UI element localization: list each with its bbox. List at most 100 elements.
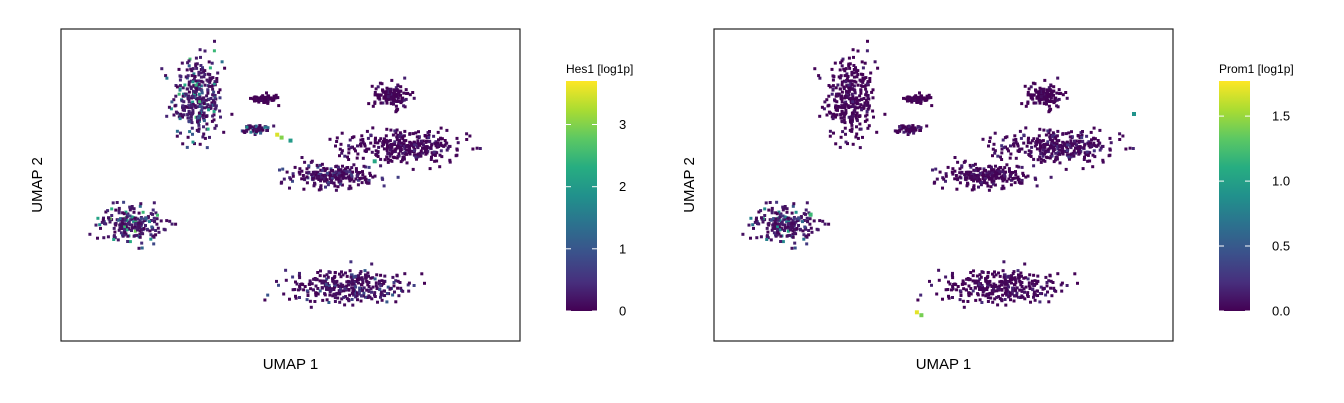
cell-point	[259, 131, 263, 135]
cell-point	[329, 173, 333, 177]
cell-point	[1076, 281, 1079, 285]
cell-point	[278, 168, 281, 172]
cell-point	[1026, 93, 1030, 97]
cell-point	[1007, 149, 1010, 153]
cell-point	[844, 80, 848, 84]
cell-point	[104, 210, 108, 214]
cell-point	[339, 287, 342, 291]
cell-point	[774, 211, 778, 215]
cell-point	[1024, 175, 1028, 179]
cell-point	[134, 219, 138, 222]
cell-point	[1054, 158, 1057, 162]
cell-point	[987, 144, 990, 148]
cell-point	[1032, 290, 1036, 294]
cell-point	[360, 134, 364, 138]
cell-point	[339, 275, 343, 279]
cell-point	[908, 130, 911, 134]
cell-point	[969, 165, 973, 169]
cell-point	[1062, 141, 1066, 145]
cell-point	[358, 177, 362, 180]
cell-point	[902, 130, 906, 134]
cell-point	[906, 98, 910, 102]
cell-point	[838, 68, 842, 72]
cell-point	[393, 150, 397, 154]
cell-point	[102, 220, 106, 224]
cell-point	[850, 87, 854, 91]
cell-point	[986, 296, 990, 300]
cell-point	[856, 83, 860, 87]
cell-point	[848, 105, 852, 109]
cell-point	[965, 184, 969, 188]
cell-point	[1050, 154, 1054, 158]
cell-point	[353, 279, 357, 283]
cell-point	[352, 179, 356, 183]
cell-point	[350, 177, 354, 181]
cell-point	[367, 181, 371, 185]
cell-point	[978, 298, 982, 302]
cell-point	[1003, 291, 1007, 295]
cell-point	[396, 99, 399, 103]
cell-point	[363, 142, 366, 146]
cell-point	[1029, 141, 1033, 145]
cell-point	[1011, 272, 1015, 275]
cell-point	[1054, 151, 1058, 155]
cell-point	[182, 100, 186, 104]
cell-point	[980, 181, 984, 185]
cell-point	[919, 129, 922, 132]
cell-point	[375, 273, 379, 277]
cell-point	[402, 98, 406, 102]
cell-point	[997, 176, 1001, 180]
cell-point	[990, 176, 994, 180]
cell-point	[863, 101, 867, 105]
cell-point	[925, 124, 929, 128]
cell-point	[972, 172, 976, 176]
cell-point	[319, 184, 323, 188]
cell-point	[1060, 289, 1064, 293]
cell-point	[832, 131, 835, 135]
cell-point	[793, 231, 796, 235]
cell-point	[200, 101, 204, 105]
cell-point	[168, 219, 172, 223]
cell-point	[139, 222, 142, 226]
cell-point	[766, 236, 770, 240]
cell-point	[864, 114, 868, 118]
cell-point	[1028, 93, 1032, 97]
cell-point	[325, 167, 329, 171]
cell-point	[867, 106, 871, 110]
cell-point	[1041, 139, 1045, 143]
cell-point	[1039, 87, 1043, 91]
cell-point	[175, 85, 179, 89]
cell-point	[323, 293, 327, 297]
cell-point	[183, 108, 186, 112]
cell-point	[121, 222, 125, 226]
cell-point	[797, 216, 801, 220]
cell-point	[779, 222, 783, 226]
cell-point	[346, 166, 350, 169]
cell-point	[350, 286, 354, 290]
cell-point	[779, 213, 782, 217]
cell-point	[1045, 284, 1049, 288]
cell-point	[776, 230, 780, 234]
cell-point	[1019, 283, 1023, 287]
cell-point	[395, 138, 399, 141]
cell-point	[919, 101, 923, 105]
cell-point	[967, 292, 971, 296]
cell-point	[207, 108, 211, 112]
cell-point	[329, 167, 333, 171]
cell-point	[380, 279, 384, 283]
cell-point	[1121, 134, 1125, 138]
cell-point	[138, 229, 142, 233]
cell-point	[373, 141, 377, 145]
cell-point	[1027, 281, 1031, 285]
cell-point	[339, 282, 343, 286]
cell-point	[1015, 164, 1019, 168]
cell-point	[753, 220, 757, 224]
cell-point	[808, 222, 812, 226]
cell-point	[1097, 141, 1101, 145]
cell-point	[177, 92, 181, 96]
cell-point	[334, 188, 338, 192]
cell-point	[1083, 155, 1086, 159]
cell-point	[169, 107, 173, 111]
cell-point	[300, 282, 304, 286]
cell-point	[1002, 275, 1006, 279]
